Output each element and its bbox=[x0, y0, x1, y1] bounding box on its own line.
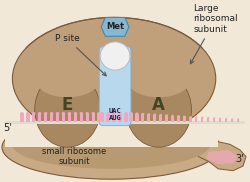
Ellipse shape bbox=[171, 115, 174, 117]
FancyBboxPatch shape bbox=[99, 47, 131, 126]
Ellipse shape bbox=[213, 117, 215, 119]
Polygon shape bbox=[194, 141, 246, 171]
Text: 3': 3' bbox=[236, 155, 244, 164]
Ellipse shape bbox=[126, 60, 192, 97]
Bar bbox=[184, 116, 186, 122]
Ellipse shape bbox=[147, 113, 150, 116]
Ellipse shape bbox=[100, 112, 104, 115]
Ellipse shape bbox=[141, 113, 144, 115]
Ellipse shape bbox=[124, 112, 128, 115]
Bar bbox=[56, 113, 59, 122]
Bar bbox=[159, 115, 162, 122]
Bar bbox=[213, 118, 215, 122]
Ellipse shape bbox=[20, 112, 24, 115]
Ellipse shape bbox=[38, 112, 42, 115]
Bar bbox=[5, 119, 218, 147]
Text: small ribosome
subunit: small ribosome subunit bbox=[42, 147, 106, 166]
Ellipse shape bbox=[118, 112, 122, 115]
Bar bbox=[225, 119, 227, 122]
Ellipse shape bbox=[98, 112, 101, 115]
Bar bbox=[98, 113, 101, 122]
Ellipse shape bbox=[207, 117, 209, 118]
Bar bbox=[171, 116, 174, 122]
Ellipse shape bbox=[184, 116, 186, 117]
Ellipse shape bbox=[219, 118, 221, 119]
Ellipse shape bbox=[106, 112, 110, 115]
Circle shape bbox=[100, 42, 130, 70]
Bar bbox=[100, 113, 104, 122]
Ellipse shape bbox=[237, 118, 239, 120]
Ellipse shape bbox=[190, 116, 192, 118]
Ellipse shape bbox=[159, 114, 162, 116]
Ellipse shape bbox=[201, 117, 203, 118]
Ellipse shape bbox=[231, 118, 233, 120]
Polygon shape bbox=[101, 17, 129, 36]
Bar bbox=[165, 115, 168, 122]
Bar bbox=[74, 113, 77, 122]
Bar bbox=[178, 116, 180, 122]
Ellipse shape bbox=[44, 112, 47, 115]
Bar bbox=[190, 117, 192, 122]
Text: P site: P site bbox=[54, 34, 106, 76]
Ellipse shape bbox=[56, 112, 59, 115]
Ellipse shape bbox=[35, 72, 100, 147]
Bar bbox=[153, 115, 156, 122]
Text: AUG: AUG bbox=[109, 115, 122, 121]
Ellipse shape bbox=[112, 112, 116, 115]
Ellipse shape bbox=[195, 116, 198, 118]
Bar bbox=[38, 113, 42, 122]
Ellipse shape bbox=[135, 112, 138, 115]
Bar bbox=[80, 113, 83, 122]
Text: Large
ribosomal
subunit: Large ribosomal subunit bbox=[190, 4, 238, 64]
Bar bbox=[207, 118, 209, 122]
Bar bbox=[231, 119, 233, 122]
Bar bbox=[20, 113, 24, 122]
Ellipse shape bbox=[12, 17, 216, 140]
Bar bbox=[147, 114, 150, 122]
Text: A: A bbox=[152, 96, 165, 114]
Ellipse shape bbox=[26, 112, 30, 115]
Text: Met: Met bbox=[106, 22, 124, 31]
Bar bbox=[26, 113, 30, 122]
Bar bbox=[68, 113, 71, 122]
Ellipse shape bbox=[12, 120, 210, 169]
Ellipse shape bbox=[2, 115, 220, 179]
Ellipse shape bbox=[92, 112, 95, 115]
Bar bbox=[129, 113, 133, 122]
Bar bbox=[62, 113, 65, 122]
Bar bbox=[44, 113, 47, 122]
Ellipse shape bbox=[126, 72, 192, 147]
Bar bbox=[50, 113, 53, 122]
Bar bbox=[141, 114, 144, 122]
Polygon shape bbox=[206, 150, 238, 164]
Bar bbox=[237, 119, 239, 122]
Bar bbox=[86, 113, 89, 122]
Text: UAC: UAC bbox=[109, 108, 122, 114]
Ellipse shape bbox=[165, 114, 168, 116]
Bar bbox=[112, 113, 116, 122]
Ellipse shape bbox=[80, 112, 83, 115]
Bar bbox=[135, 114, 138, 122]
Text: 5': 5' bbox=[4, 123, 12, 133]
Ellipse shape bbox=[129, 112, 133, 115]
Bar bbox=[92, 113, 95, 122]
Ellipse shape bbox=[86, 112, 89, 115]
Bar bbox=[201, 117, 203, 122]
Bar bbox=[219, 118, 221, 122]
Ellipse shape bbox=[50, 112, 53, 115]
Bar bbox=[124, 113, 128, 122]
Ellipse shape bbox=[68, 112, 71, 115]
Ellipse shape bbox=[74, 112, 77, 115]
Bar bbox=[106, 113, 110, 122]
Ellipse shape bbox=[62, 112, 65, 115]
Bar bbox=[118, 113, 122, 122]
Ellipse shape bbox=[35, 60, 100, 97]
Ellipse shape bbox=[178, 115, 180, 117]
Text: E: E bbox=[62, 96, 73, 114]
Ellipse shape bbox=[153, 114, 156, 116]
Ellipse shape bbox=[32, 112, 35, 115]
Ellipse shape bbox=[225, 118, 227, 120]
Bar bbox=[195, 117, 198, 122]
Bar bbox=[32, 113, 35, 122]
